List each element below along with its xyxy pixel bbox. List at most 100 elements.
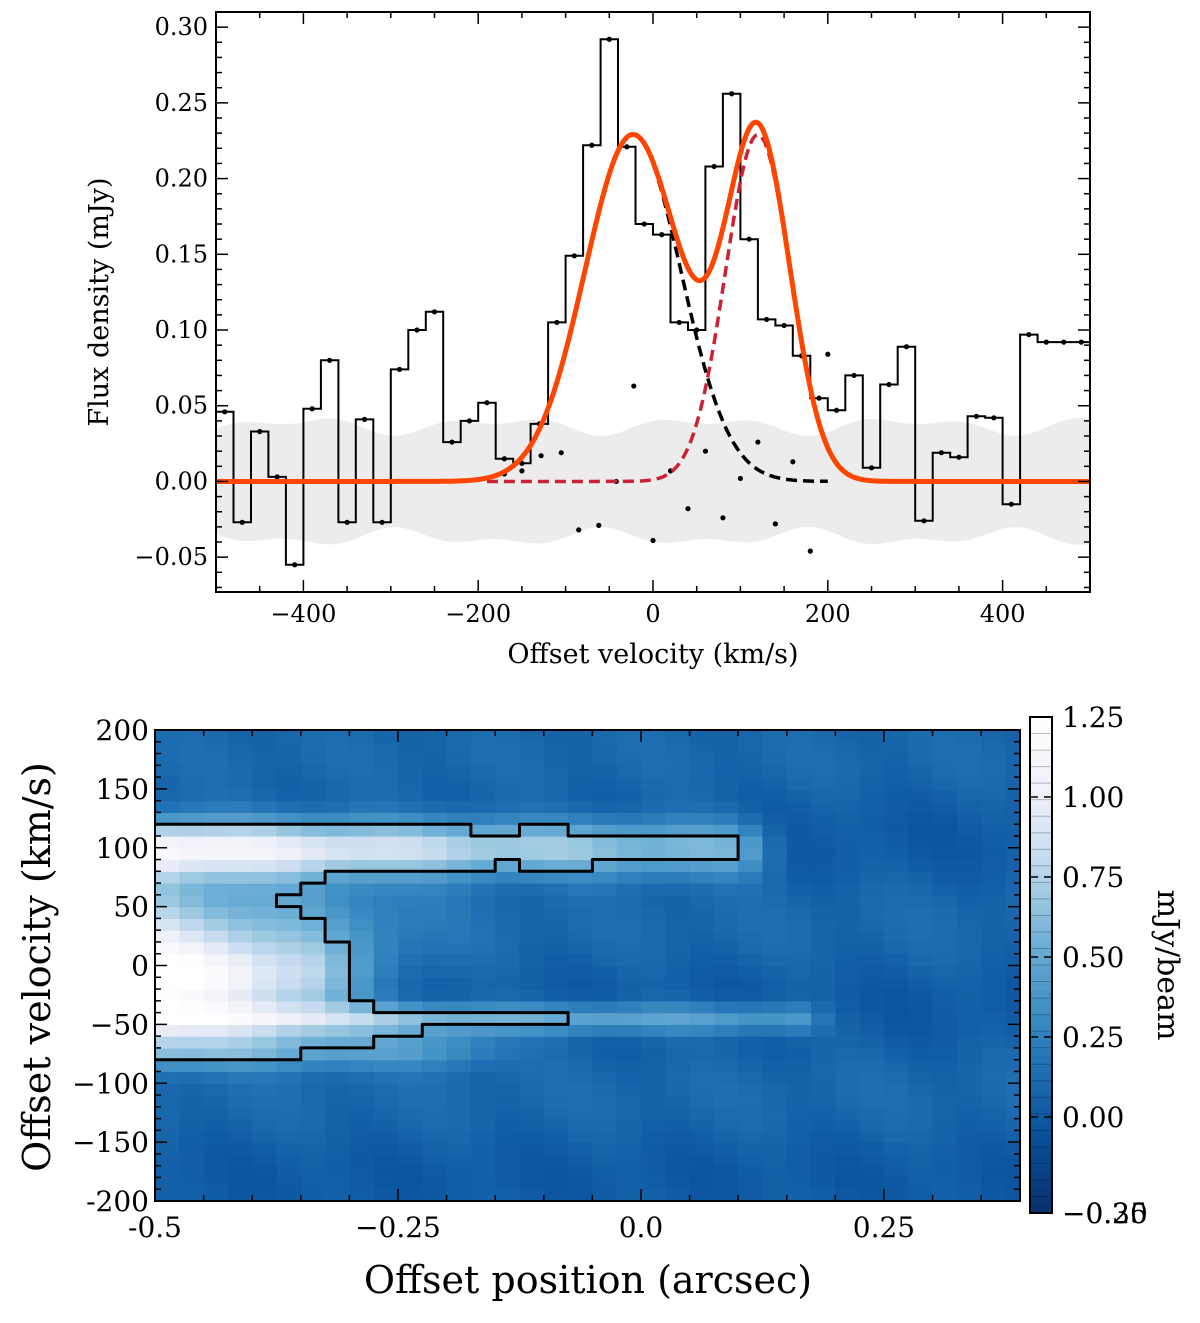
pv-cell — [835, 765, 861, 778]
pv-cell — [422, 871, 448, 884]
pv-cell — [811, 1106, 836, 1120]
pv-cell — [981, 883, 1007, 896]
pv-cell — [179, 1095, 205, 1108]
pv-cell — [422, 847, 448, 861]
pv-x-tick-label: -0.5 — [128, 1211, 182, 1244]
pv-cell — [325, 1059, 350, 1073]
pv-cell — [325, 741, 350, 755]
spectrum-y-label: Flux density (mJy) — [84, 177, 115, 426]
pv-cell — [227, 1130, 253, 1143]
pv-cell — [422, 918, 448, 931]
pv-cell — [762, 730, 788, 743]
pv-cell — [155, 800, 180, 814]
pv-cell — [859, 777, 885, 790]
pv-cell — [325, 847, 350, 861]
pv-cell — [276, 859, 302, 872]
pv-cell — [713, 1071, 739, 1084]
pv-cell — [155, 965, 180, 978]
pv-cell — [665, 1012, 691, 1025]
pv-cell — [713, 1177, 739, 1190]
pv-cell — [203, 1000, 229, 1014]
pv-cell — [956, 906, 982, 919]
pv-cell — [1005, 800, 1020, 814]
pv-cell — [349, 788, 375, 802]
pv-cell — [422, 788, 448, 802]
pv-cell — [276, 1083, 302, 1096]
spectrum-bin-point — [554, 319, 560, 326]
pv-cell — [300, 1153, 326, 1167]
pv-diagram-panel: -0.5 −0.25 0.0 0.25-200−150−100−50050100150… — [15, 701, 1185, 1302]
pv-cell — [592, 753, 618, 766]
pv-cell — [981, 1071, 1007, 1084]
pv-cell — [835, 1000, 861, 1014]
pv-cell — [349, 835, 375, 849]
pv-cell — [713, 930, 739, 943]
pv-cell — [203, 1095, 229, 1108]
pv-cell — [616, 906, 642, 919]
pv-cell — [203, 930, 229, 943]
pv-cell — [932, 812, 958, 825]
pv-cell — [155, 1177, 180, 1190]
pv-cell — [640, 835, 666, 849]
pv-cell — [325, 824, 350, 837]
pv-cell — [397, 894, 423, 908]
pv-cell — [713, 765, 739, 778]
pv-cell — [397, 765, 423, 778]
pv-cell — [932, 894, 958, 908]
pv-cell — [932, 730, 958, 743]
pv-cell — [519, 1083, 545, 1096]
pv-cell — [786, 930, 812, 943]
pv-cell — [956, 1047, 982, 1061]
pv-cell — [422, 1083, 448, 1096]
pv-cell — [786, 1000, 812, 1014]
pv-cell — [203, 824, 229, 837]
pv-cell — [446, 965, 472, 978]
pv-cell — [397, 1036, 423, 1049]
pv-cell — [227, 1000, 253, 1014]
pv-cell — [276, 977, 302, 990]
pv-cell — [665, 1130, 691, 1143]
pv-cell — [908, 859, 934, 872]
pv-cell — [592, 1153, 618, 1167]
pv-cell — [956, 1095, 982, 1108]
pv-cell — [665, 1177, 691, 1190]
pv-cell — [956, 930, 982, 943]
pv-cell — [519, 824, 545, 837]
pv-cell — [883, 1106, 909, 1120]
pv-cell — [689, 1083, 715, 1096]
pv-cell — [665, 800, 691, 814]
spectrum-bin-point — [606, 36, 612, 42]
pv-cell — [616, 824, 642, 837]
colorbar-step — [1030, 948, 1052, 958]
pv-cell — [543, 1036, 569, 1049]
pv-cell — [786, 1095, 812, 1108]
pv-cell — [373, 871, 399, 884]
pv-cell — [908, 741, 934, 755]
pv-cell — [519, 741, 545, 755]
pv-cell — [155, 1000, 180, 1014]
colorbar-step — [1030, 832, 1052, 842]
pv-cell — [325, 871, 350, 884]
pv-cell — [179, 1012, 205, 1025]
pv-cell — [908, 1000, 934, 1014]
pv-cell — [568, 1130, 593, 1143]
pv-cell — [835, 871, 861, 884]
pv-cell — [592, 1106, 618, 1120]
pv-cell — [397, 1047, 423, 1061]
pv-cell — [640, 1165, 666, 1179]
pv-cell — [932, 777, 958, 790]
pv-cell — [811, 847, 836, 861]
pv-cell — [543, 989, 569, 1002]
pv-cell — [640, 977, 666, 990]
pv-cell — [446, 800, 472, 814]
pv-cell — [422, 989, 448, 1002]
pv-cell — [859, 741, 885, 755]
pv-cell — [665, 824, 691, 837]
pv-cell — [300, 765, 326, 778]
pv-cell — [568, 741, 593, 755]
pv-cell — [470, 1071, 496, 1084]
pv-cell — [738, 1095, 764, 1108]
pv-cell — [155, 989, 180, 1002]
pv-cell — [1005, 847, 1020, 861]
pv-cell — [495, 1130, 521, 1143]
